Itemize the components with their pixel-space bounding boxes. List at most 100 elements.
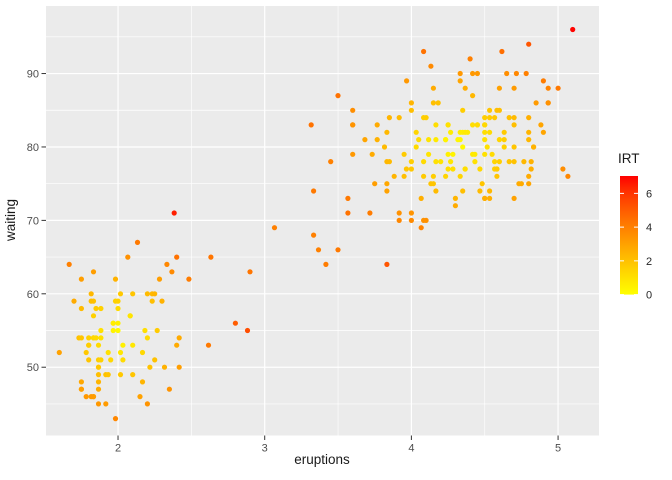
x-tick-label: 5 (555, 443, 561, 455)
data-point (144, 335, 150, 341)
data-point (470, 122, 476, 128)
data-point (381, 144, 388, 150)
y-tick-label: 70 (27, 215, 39, 227)
data-point (511, 195, 517, 201)
data-point (408, 100, 414, 106)
data-point (513, 70, 520, 77)
data-point (408, 166, 414, 172)
data-point (489, 151, 495, 157)
data-point (526, 173, 532, 179)
data-point (78, 305, 84, 312)
data-point (139, 349, 146, 356)
data-point (511, 122, 517, 128)
data-point (384, 188, 390, 194)
data-point (445, 166, 451, 172)
data-point (78, 335, 84, 341)
data-point (149, 298, 155, 304)
data-point (90, 269, 97, 275)
data-point (430, 181, 436, 187)
data-point (526, 41, 532, 47)
data-point (384, 159, 390, 165)
data-point (350, 107, 356, 113)
data-point (496, 85, 502, 91)
data-point (110, 327, 116, 334)
data-point (386, 115, 392, 121)
data-point (421, 48, 427, 55)
data-point (496, 159, 502, 165)
data-point (142, 327, 148, 334)
data-point (147, 364, 153, 370)
data-point (271, 225, 278, 231)
data-point (433, 137, 439, 143)
data-point (174, 254, 180, 260)
data-point (433, 122, 439, 128)
data-point (457, 137, 463, 143)
data-point (460, 107, 466, 113)
data-point (127, 313, 133, 319)
data-point (247, 269, 253, 275)
data-point (391, 173, 397, 179)
data-point (487, 188, 493, 194)
data-point (95, 379, 102, 385)
data-point (174, 342, 180, 348)
y-tick-label: 60 (27, 289, 39, 301)
data-point (374, 137, 380, 143)
data-point (93, 305, 99, 312)
data-point (154, 327, 160, 334)
data-point (86, 357, 92, 363)
data-point (511, 159, 517, 165)
data-point (105, 349, 111, 356)
data-point (518, 181, 525, 187)
data-point (526, 129, 532, 135)
data-point (159, 298, 165, 304)
data-point (565, 173, 571, 179)
data-point (374, 122, 380, 128)
axes: 2 3 4 5 50 60 70 80 90 (27, 69, 561, 455)
data-point (479, 181, 485, 187)
data-point (120, 357, 126, 363)
data-point (499, 48, 505, 55)
data-point (526, 115, 532, 121)
data-point (433, 188, 439, 194)
data-point (426, 137, 432, 143)
data-point (403, 166, 409, 172)
colorbar-legend: IRT 0 2 4 6 (618, 151, 652, 302)
data-point (482, 137, 488, 143)
data-point (78, 379, 84, 385)
data-point (384, 181, 390, 187)
data-point (103, 401, 109, 407)
data-point (457, 70, 463, 77)
data-point (430, 173, 436, 179)
data-point (130, 291, 136, 297)
data-point (448, 159, 454, 165)
data-point (86, 335, 92, 341)
data-point (396, 217, 402, 223)
data-point (244, 327, 251, 334)
data-point (117, 372, 124, 378)
data-point (457, 78, 463, 84)
data-point (112, 298, 119, 304)
data-point (435, 100, 441, 106)
data-point (452, 195, 458, 201)
colorbar-tick-label: 2 (646, 256, 652, 268)
data-point (408, 217, 414, 223)
data-point (164, 261, 170, 267)
data-point (462, 166, 468, 172)
data-point (474, 122, 480, 128)
data-point (482, 115, 488, 121)
data-point (396, 115, 402, 121)
data-point (130, 372, 136, 378)
data-point (56, 349, 62, 356)
data-point (88, 291, 94, 297)
data-point (545, 100, 551, 106)
data-point (315, 247, 322, 253)
data-point (95, 401, 102, 407)
data-point (487, 107, 493, 113)
data-point (408, 107, 414, 113)
x-tick-label: 3 (262, 443, 268, 455)
data-point (362, 137, 368, 143)
data-point (492, 115, 498, 121)
data-point (176, 335, 182, 341)
data-point (521, 159, 527, 165)
data-point (540, 78, 547, 84)
